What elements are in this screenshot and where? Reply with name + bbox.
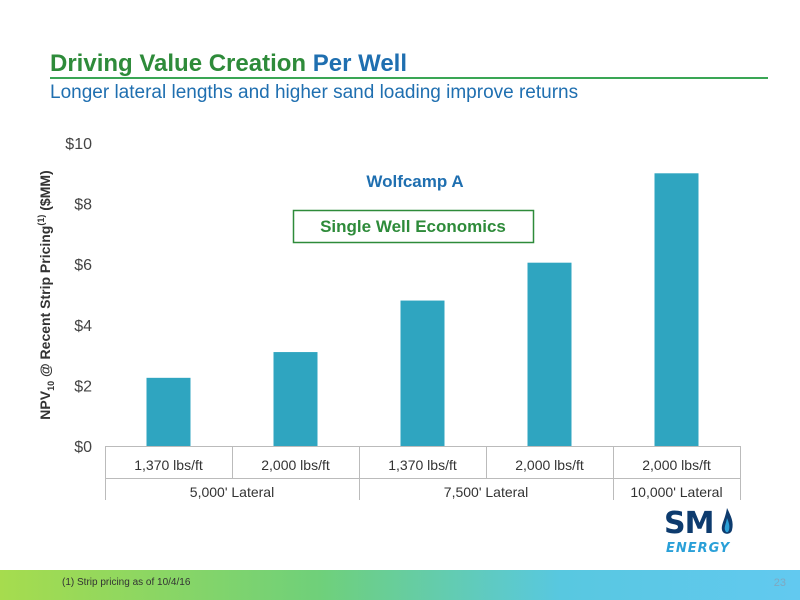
category-label: 2,000 lbs/ft bbox=[261, 457, 330, 473]
annotation-box bbox=[292, 209, 535, 244]
footer-band bbox=[0, 570, 800, 600]
category-label: 2,000 lbs/ft bbox=[642, 457, 711, 473]
company-logo: SM ENERGY bbox=[664, 506, 744, 566]
y-tick-label: $4 bbox=[74, 318, 92, 335]
annotation-wolfcamp: Wolfcamp A bbox=[366, 172, 463, 191]
bar-1 bbox=[146, 377, 191, 446]
page-subtitle: Longer lateral lengths and higher sand l… bbox=[50, 82, 579, 103]
category-label: 1,370 lbs/ft bbox=[388, 457, 457, 473]
y-tick-label: $10 bbox=[65, 136, 92, 153]
annotation-single-well: Single Well Economics bbox=[320, 217, 506, 236]
y-axis-title: NPV10 @ Recent Strip Pricing(1) ($MM) bbox=[36, 170, 56, 419]
y-tick-label: $8 bbox=[74, 197, 92, 214]
title-part-1: Driving Value Creation bbox=[50, 50, 307, 77]
group-label: 7,500' Lateral bbox=[444, 484, 528, 500]
group-label: 10,000' Lateral bbox=[630, 484, 722, 500]
y-tick-label: $6 bbox=[74, 257, 92, 274]
bar-4 bbox=[527, 262, 572, 446]
x-axis-category-labels: 1,370 lbs/ft 2,000 lbs/ft 1,370 lbs/ft 2,00… bbox=[134, 457, 711, 473]
group-label: 5,000' Lateral bbox=[190, 484, 274, 500]
logo-wordmark: ENERGY bbox=[666, 541, 731, 556]
page-number: 23 bbox=[773, 577, 786, 589]
bar-chart: NPV10 @ Recent Strip Pricing(1) ($MM) $0… bbox=[36, 136, 741, 500]
y-tick-label: $0 bbox=[74, 439, 92, 456]
x-axis bbox=[105, 446, 741, 500]
title-part-2: Per Well bbox=[312, 50, 408, 77]
y-axis-label: NPV10 @ Recent Strip Pricing(1) ($MM) bbox=[36, 170, 56, 419]
x-axis-group-labels: 5,000' Lateral 7,500' Lateral 10,000' Late… bbox=[190, 484, 723, 500]
bars bbox=[146, 173, 699, 447]
bar-3 bbox=[400, 300, 445, 446]
footnote: (1) Strip pricing as of 10/4/16 bbox=[62, 577, 191, 588]
logo-mark: SM bbox=[664, 506, 714, 541]
annotations: Wolfcamp A Single Well Economics bbox=[292, 172, 535, 244]
page-title: Driving Value Creation Per Well bbox=[50, 50, 407, 78]
category-label: 2,000 lbs/ft bbox=[515, 457, 584, 473]
flame-icon bbox=[721, 508, 733, 534]
y-tick-label: $2 bbox=[74, 378, 92, 395]
category-label: 1,370 lbs/ft bbox=[134, 457, 203, 473]
y-axis-ticks: $0 $2 $4 $6 $8 $10 bbox=[65, 136, 92, 456]
title-divider bbox=[50, 77, 768, 79]
bar-5 bbox=[654, 173, 699, 447]
bar-2 bbox=[273, 352, 318, 446]
